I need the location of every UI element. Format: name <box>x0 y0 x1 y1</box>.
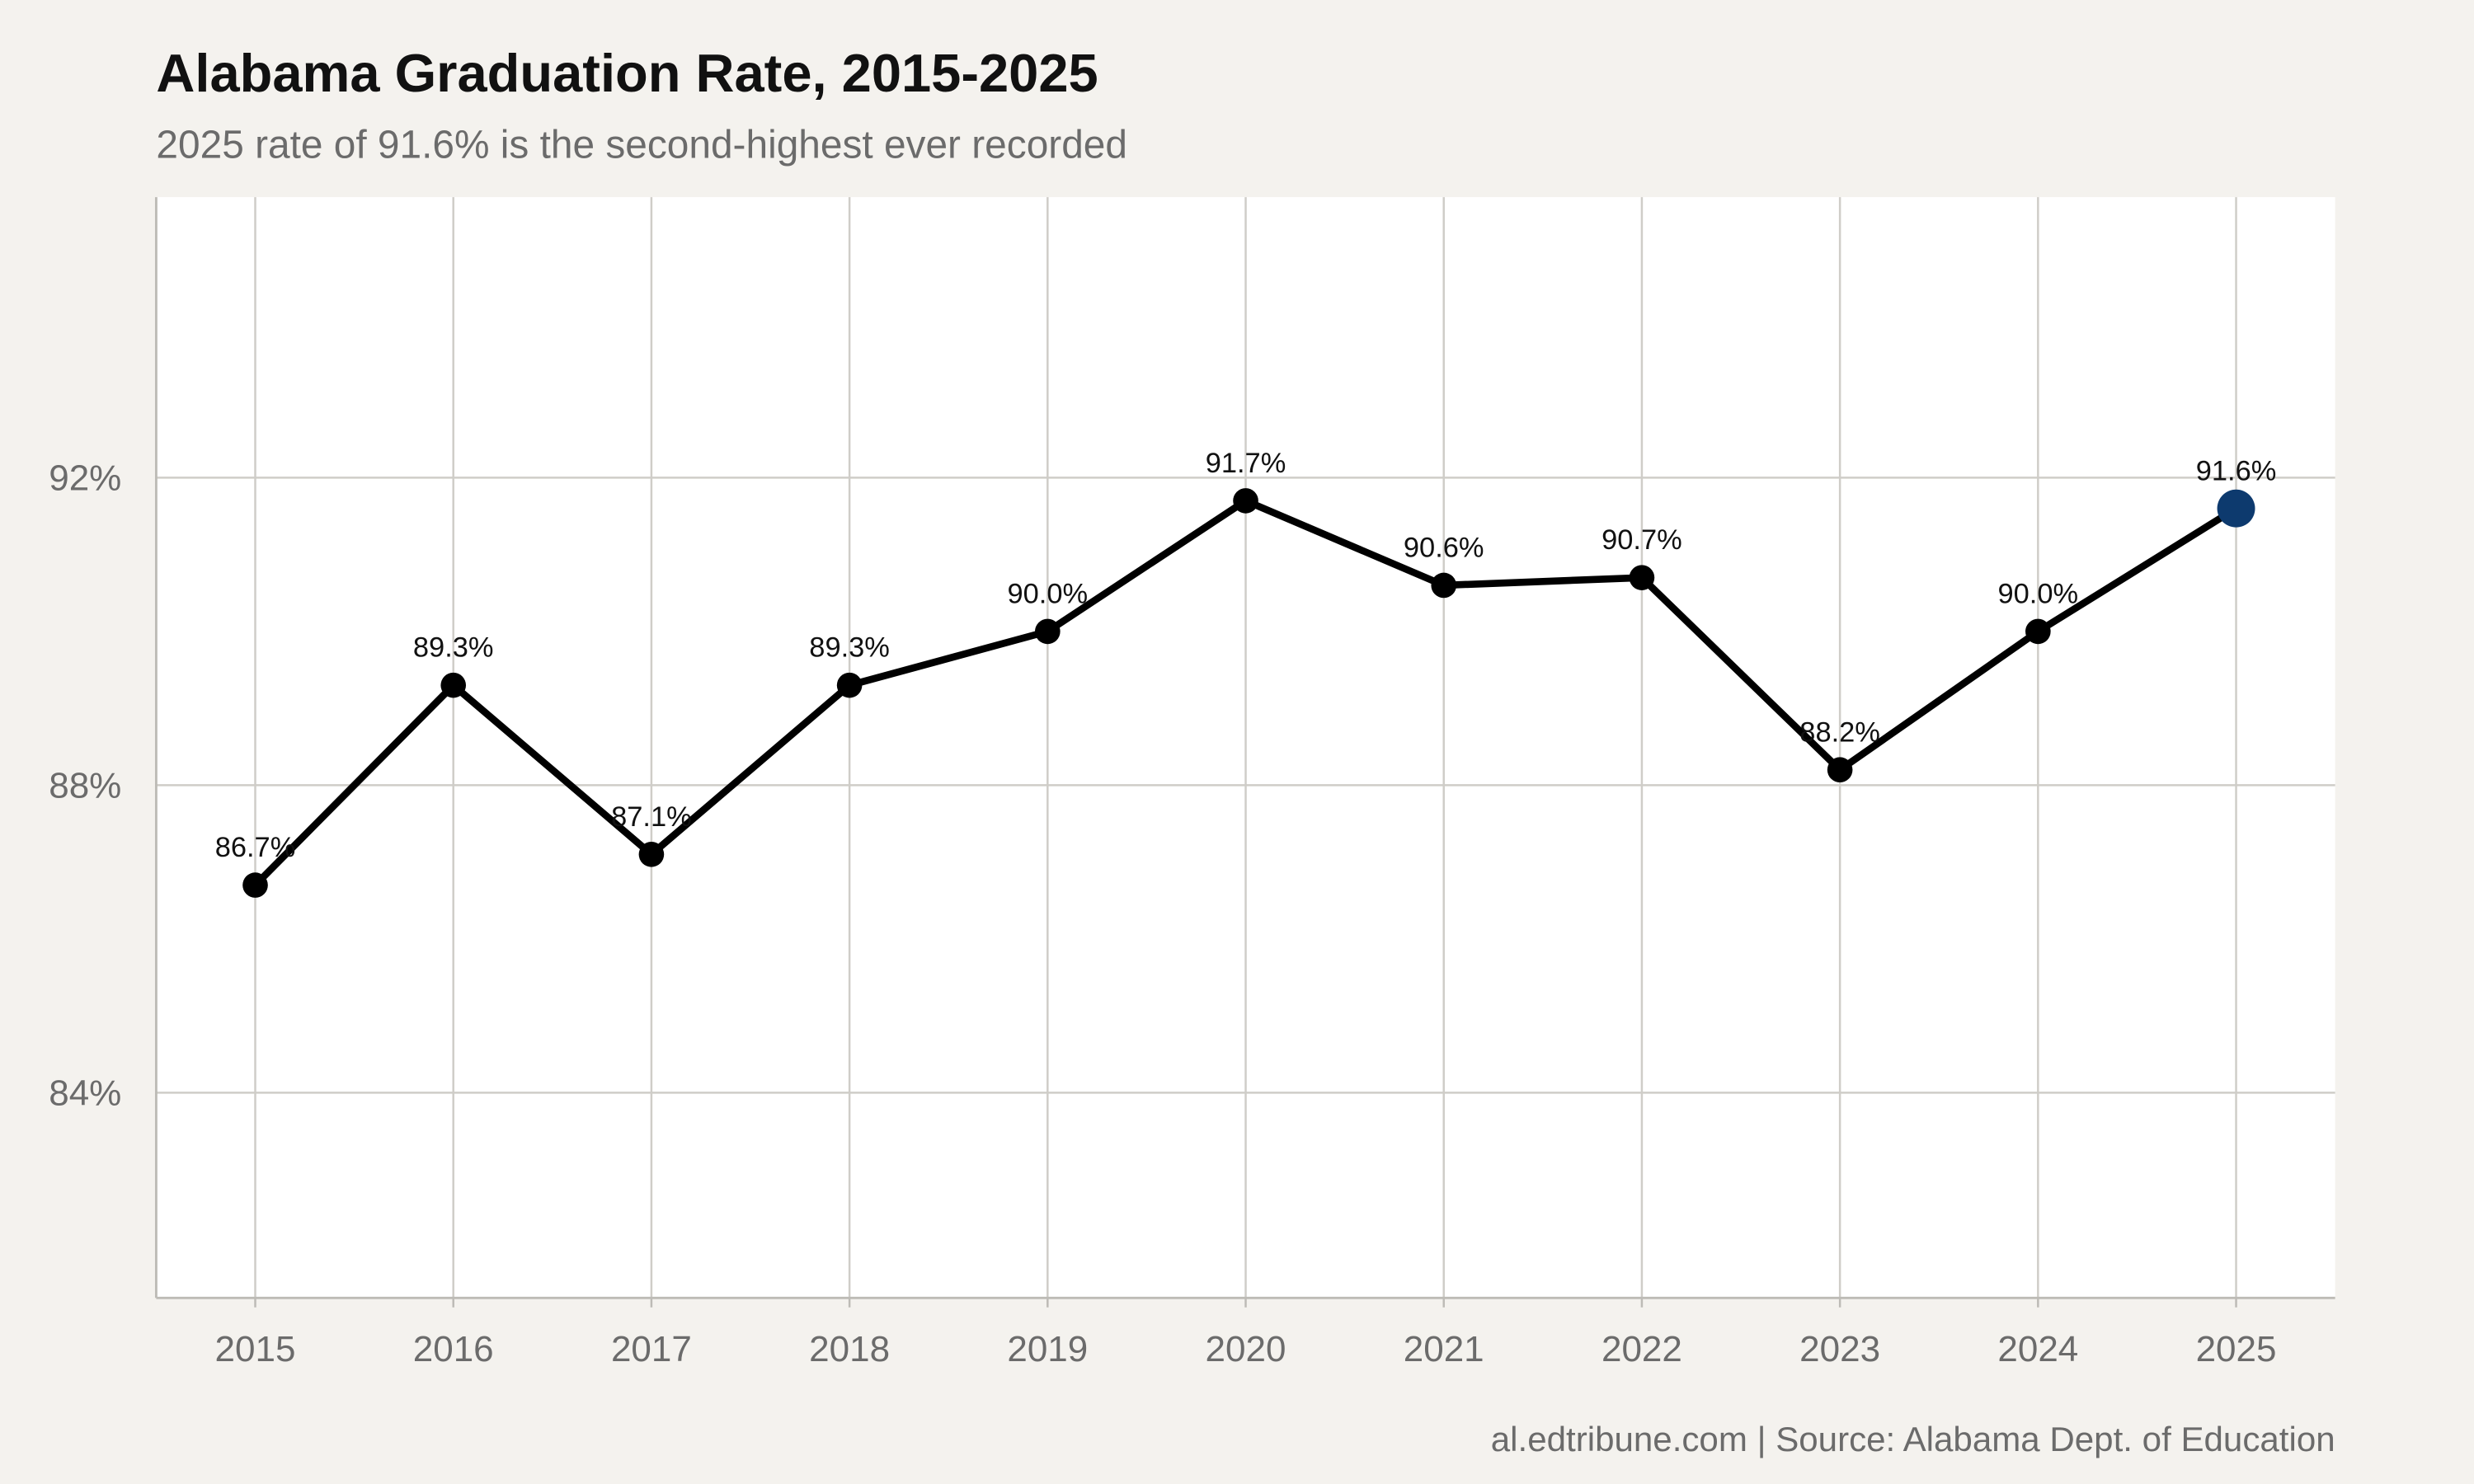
value-label: 90.0% <box>1008 578 1089 609</box>
value-label: 87.1% <box>611 801 692 833</box>
x-tick-label: 2022 <box>1602 1329 1682 1369</box>
y-tick-label: 92% <box>49 458 121 499</box>
value-label: 89.3% <box>809 632 890 664</box>
point <box>1827 757 1853 783</box>
point <box>2217 489 2255 528</box>
y-tick-label: 84% <box>49 1073 121 1114</box>
value-label: 91.7% <box>1206 448 1286 479</box>
value-label: 88.2% <box>1799 716 1880 748</box>
x-tick-label: 2023 <box>1799 1329 1880 1369</box>
x-tick-label: 2018 <box>809 1329 890 1369</box>
x-tick-label: 2019 <box>1007 1329 1088 1369</box>
point <box>1233 488 1258 514</box>
point <box>1431 572 1457 599</box>
x-tick-label: 2017 <box>611 1329 692 1369</box>
value-label: 90.7% <box>1602 524 1682 556</box>
value-label: 89.3% <box>413 632 494 664</box>
point <box>638 841 665 867</box>
x-tick-label: 2024 <box>1997 1329 2078 1369</box>
point <box>836 672 863 698</box>
x-tick-label: 2025 <box>2196 1329 2277 1369</box>
y-tick-label: 88% <box>49 766 121 806</box>
x-tick-label: 2021 <box>1404 1329 1484 1369</box>
x-tick-label: 2020 <box>1206 1329 1286 1369</box>
x-tick-label: 2016 <box>413 1329 494 1369</box>
point <box>1035 618 1061 645</box>
point <box>2025 618 2051 645</box>
value-label: 90.6% <box>1404 533 1484 564</box>
caption: al.edtribune.com | Source: Alabama Dept.… <box>1491 1420 2335 1458</box>
value-label: 91.6% <box>2196 455 2277 486</box>
point <box>1629 565 1655 590</box>
point <box>242 872 268 898</box>
chart-subtitle: 2025 rate of 91.6% is the second-highest… <box>156 123 1127 167</box>
value-label: 86.7% <box>215 832 296 863</box>
value-label: 90.0% <box>1998 578 2079 609</box>
x-tick-label: 2015 <box>215 1329 296 1369</box>
chart-title: Alabama Graduation Rate, 2015-2025 <box>156 43 1098 103</box>
point <box>440 672 467 698</box>
